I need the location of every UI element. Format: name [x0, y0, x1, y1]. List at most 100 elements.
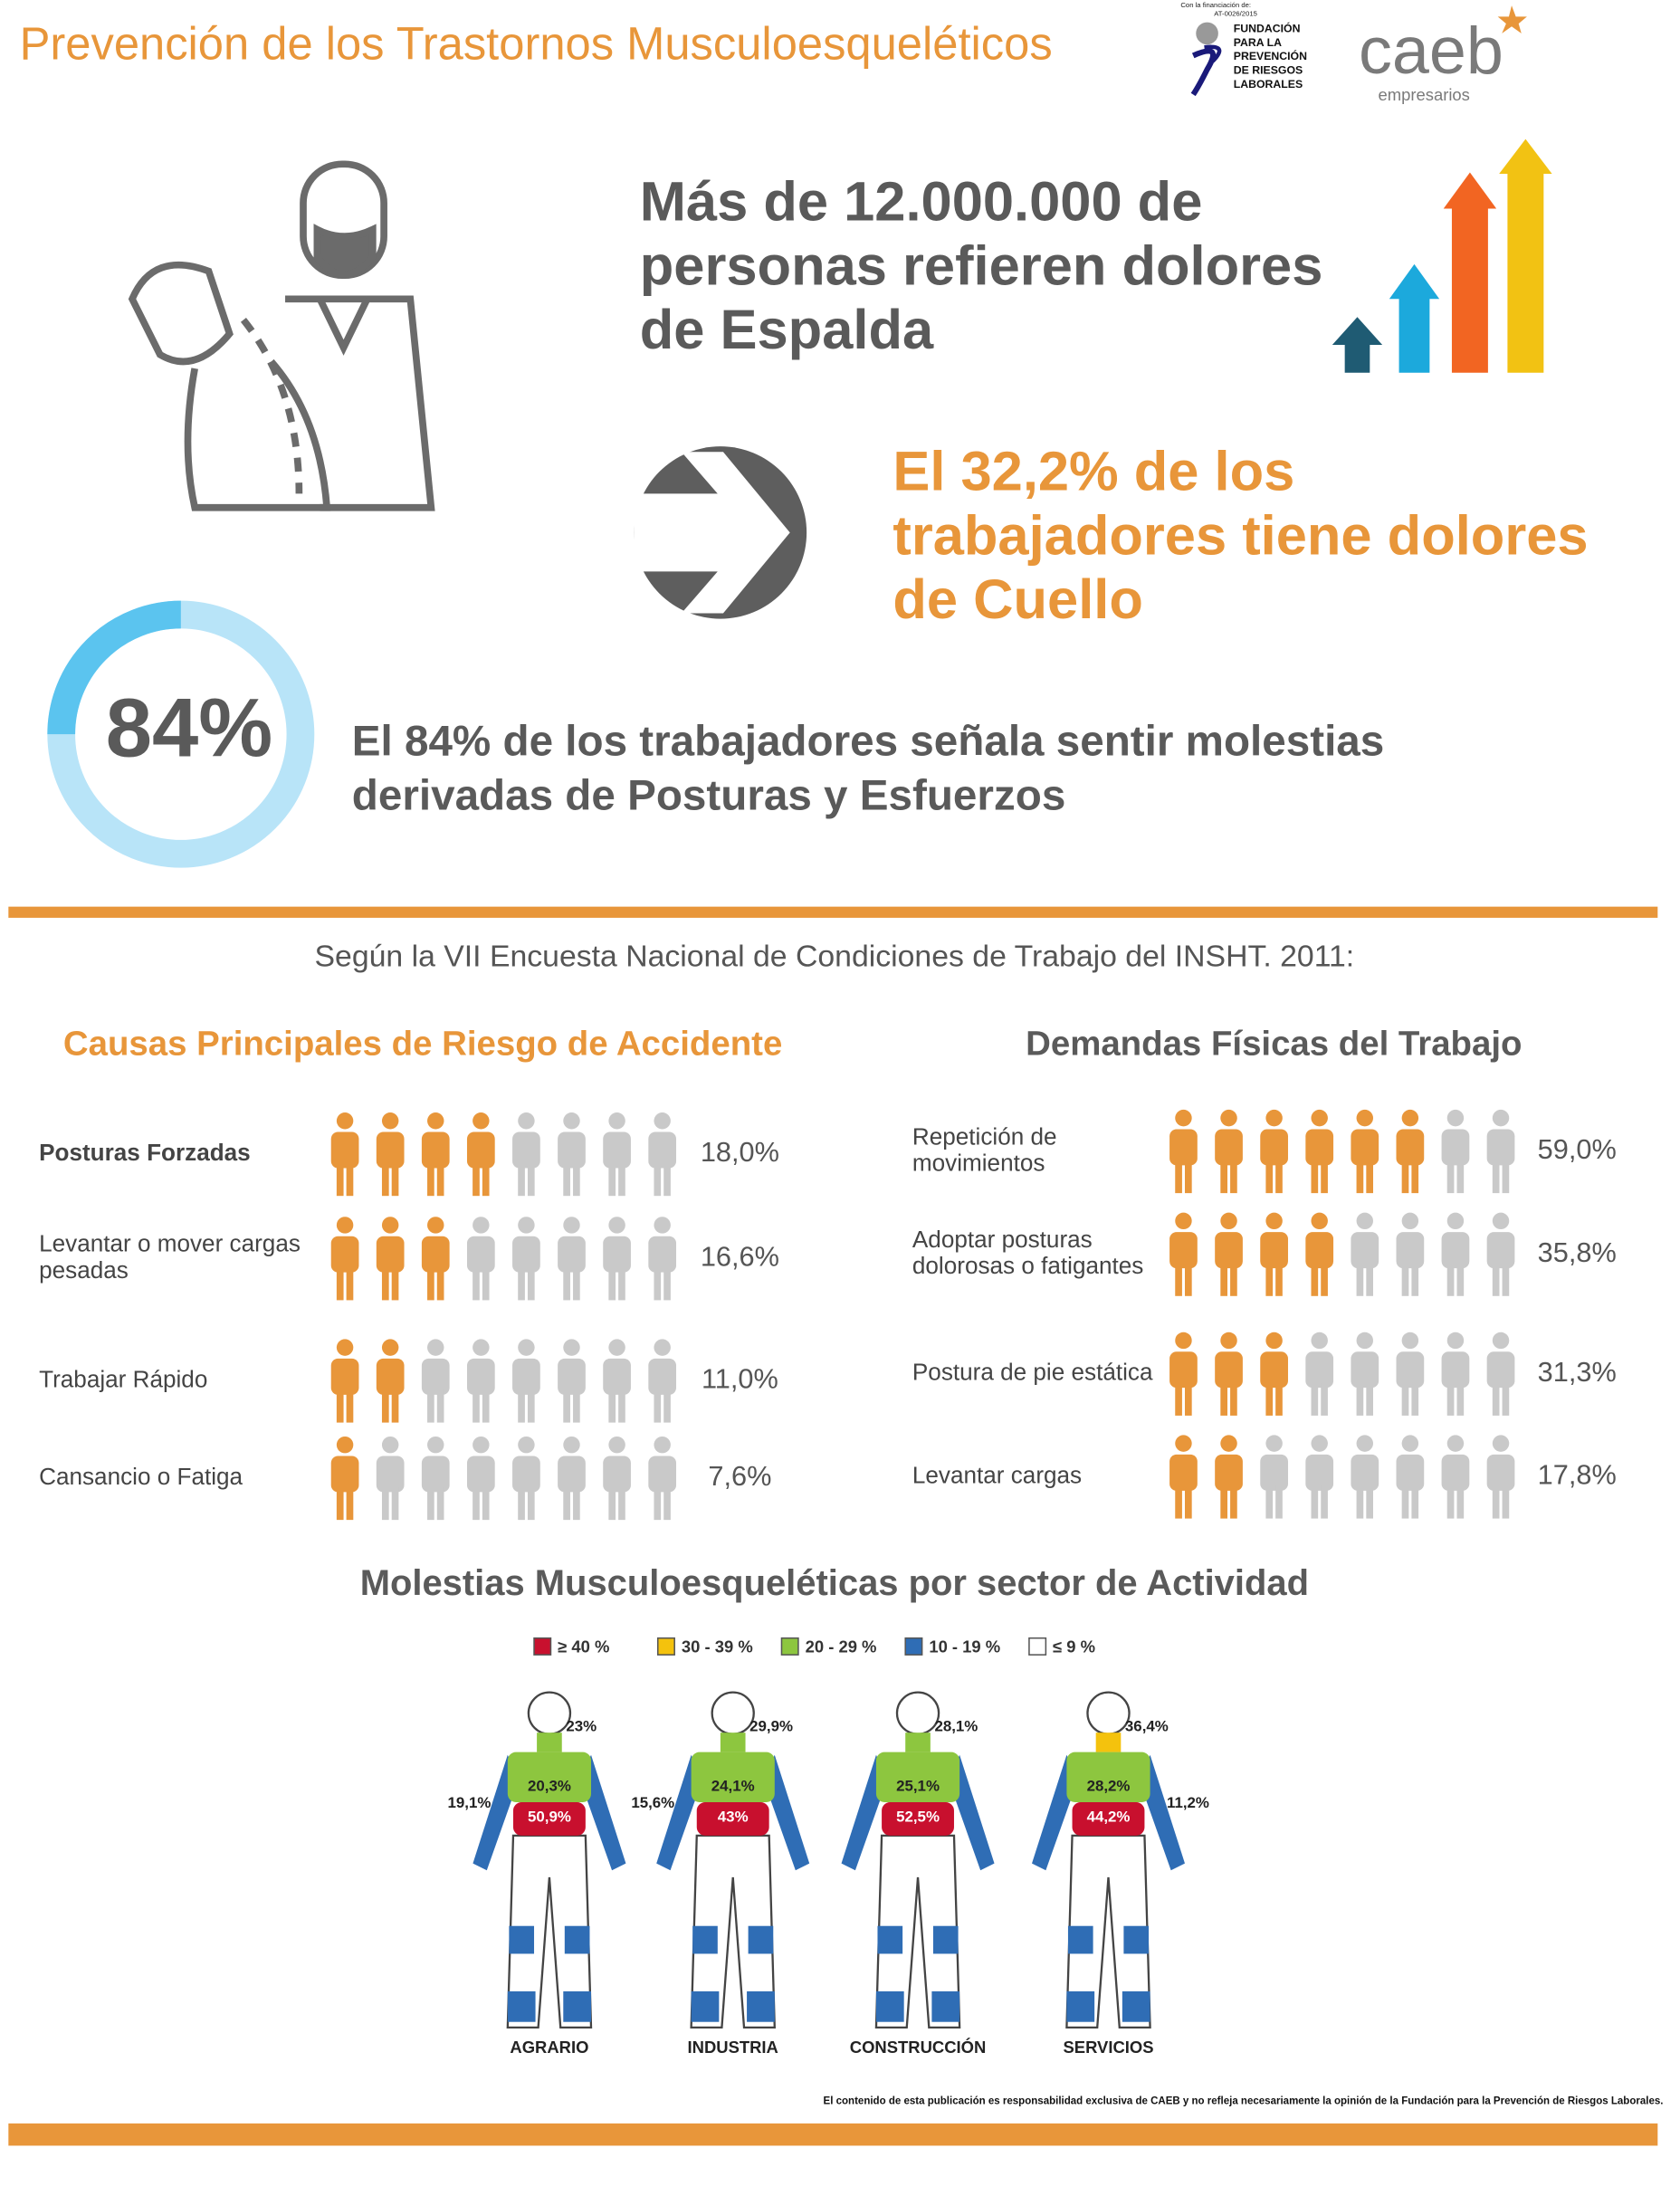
- person-leg: [1366, 1262, 1374, 1296]
- person-icon: [1215, 1109, 1243, 1194]
- person-head: [1401, 1212, 1419, 1230]
- person-head: [1265, 1435, 1283, 1452]
- upper-back-label: 20,3%: [528, 1778, 571, 1795]
- person-icon: [1260, 1109, 1288, 1194]
- person-head: [427, 1217, 444, 1234]
- person-head: [563, 1339, 580, 1356]
- person-icon: [1260, 1332, 1288, 1416]
- person-head: [1175, 1332, 1192, 1350]
- person-leg: [472, 1389, 480, 1423]
- neck-label: 36,4%: [1125, 1718, 1169, 1735]
- person-leg: [1366, 1160, 1374, 1194]
- person-leg: [618, 1162, 625, 1197]
- body-arm: [763, 1754, 810, 1871]
- person-body: [1396, 1454, 1425, 1491]
- person-body: [1260, 1232, 1288, 1269]
- person-body: [1351, 1232, 1379, 1269]
- body-knee: [1123, 1925, 1150, 1954]
- person-icon: [421, 1217, 450, 1301]
- person-leg: [573, 1162, 580, 1197]
- person-leg: [1446, 1160, 1455, 1194]
- body-lower-back: [882, 1801, 954, 1836]
- person-body: [648, 1131, 677, 1169]
- person-leg: [1492, 1484, 1500, 1519]
- row-label: Repetición de: [912, 1122, 1057, 1150]
- person-head: [563, 1112, 580, 1130]
- person-head: [1492, 1332, 1510, 1350]
- page-title: Prevención de los Trastornos Musculoesqu…: [20, 18, 1053, 70]
- person-body: [1351, 1351, 1379, 1389]
- lower-back-label: 52,5%: [896, 1808, 940, 1825]
- person-leg: [1502, 1262, 1510, 1296]
- person-icon: [421, 1112, 450, 1197]
- person-icon: [421, 1436, 450, 1521]
- body-arm: [1139, 1754, 1185, 1871]
- person-icon: [1351, 1109, 1379, 1194]
- row-value: 59,0%: [1538, 1133, 1617, 1165]
- person-leg: [1321, 1382, 1328, 1416]
- person-leg: [346, 1486, 354, 1521]
- sector-name: SERVICIOS: [1063, 2038, 1153, 2057]
- body-upper-back: [507, 1752, 592, 1802]
- person-leg: [1456, 1160, 1465, 1194]
- person-leg: [1275, 1484, 1283, 1519]
- person-leg: [472, 1266, 480, 1301]
- person-head: [1492, 1435, 1510, 1452]
- body-ankle: [931, 1990, 960, 2022]
- person-leg: [663, 1389, 671, 1423]
- person-head: [608, 1217, 625, 1234]
- person-leg: [336, 1389, 344, 1423]
- person-icon: [330, 1339, 359, 1423]
- body-ankle: [747, 1990, 775, 2022]
- person-icon: [1215, 1435, 1243, 1519]
- posture-stat: El 84% de los trabajadores señala sentir…: [352, 717, 1385, 765]
- row-label: pesadas: [39, 1256, 129, 1284]
- person-leg: [573, 1389, 580, 1423]
- person-head: [1446, 1435, 1465, 1452]
- person-head: [336, 1112, 354, 1130]
- person-head: [1175, 1435, 1192, 1452]
- ring-label: 84%: [106, 681, 272, 774]
- arm-label: 11,2%: [1167, 1794, 1209, 1811]
- body-head: [711, 1691, 755, 1735]
- person-leg: [1184, 1262, 1192, 1296]
- body-legs: [506, 1834, 593, 2029]
- person-head: [1446, 1109, 1465, 1127]
- person-leg: [346, 1389, 354, 1423]
- person-leg: [1456, 1484, 1465, 1519]
- legend-swatch: [904, 1637, 923, 1656]
- demands-title: Demandas Físicas del Trabajo: [1026, 1024, 1522, 1063]
- person-leg: [663, 1162, 671, 1197]
- person-body: [558, 1131, 586, 1169]
- neck-stat: trabajadores tiene dolores: [892, 504, 1588, 567]
- person-body: [1305, 1454, 1334, 1491]
- person-leg: [1175, 1484, 1182, 1519]
- person-leg: [1220, 1262, 1228, 1296]
- body-arm: [579, 1754, 626, 1871]
- person-leg: [563, 1389, 570, 1423]
- person-icon: [512, 1436, 540, 1521]
- person-head: [518, 1339, 535, 1356]
- neck-label: 28,1%: [934, 1718, 978, 1735]
- body-lower-back: [1072, 1801, 1145, 1836]
- person-leg: [472, 1486, 480, 1521]
- person-leg: [608, 1389, 616, 1423]
- person-head: [1356, 1212, 1374, 1230]
- back-stat: de Espalda: [640, 299, 934, 361]
- person-icon: [466, 1112, 495, 1197]
- neck-label: 23%: [566, 1718, 597, 1735]
- person-leg: [346, 1162, 354, 1197]
- person-body: [1396, 1232, 1425, 1269]
- person-icon: [330, 1112, 359, 1197]
- person-body: [1486, 1129, 1515, 1166]
- person-body: [603, 1456, 631, 1493]
- person-icon: [376, 1217, 405, 1301]
- person-head: [1492, 1212, 1510, 1230]
- legend-label: ≤ 9 %: [1053, 1637, 1095, 1656]
- person-leg: [654, 1389, 662, 1423]
- person-body: [1169, 1454, 1198, 1491]
- person-leg: [527, 1266, 535, 1301]
- person-body: [421, 1358, 450, 1395]
- person-leg: [1175, 1382, 1182, 1416]
- person-leg: [482, 1389, 490, 1423]
